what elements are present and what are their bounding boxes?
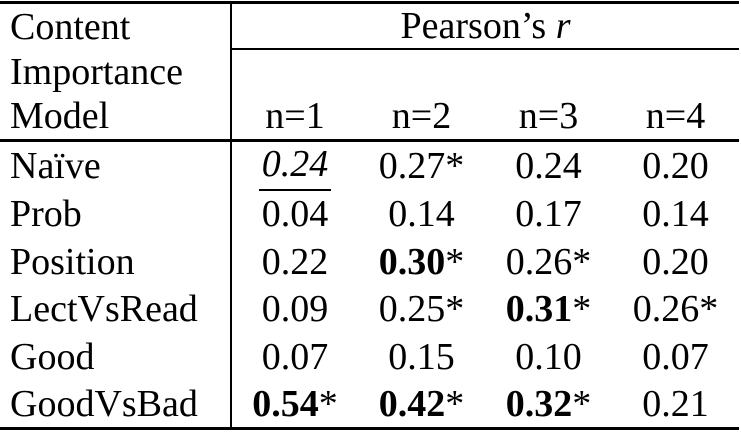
value-cell: 0.26*: [612, 286, 739, 334]
significance-star: *: [572, 382, 592, 425]
cell-value: 0.22: [261, 240, 329, 283]
cell-value: 0.04: [261, 193, 329, 236]
value-cell: 0.22: [231, 238, 358, 286]
column-header-n4: n=4: [612, 94, 740, 142]
value-cell: 0.10: [485, 333, 612, 381]
column-header-n3: n=3: [485, 94, 612, 142]
significance-star: *: [572, 288, 592, 331]
group-header-text: Pearson’s: [400, 5, 547, 47]
row-label-prob: Prob: [0, 190, 232, 238]
cell-value: 0.14: [388, 193, 455, 236]
cell-value: 0.32: [505, 382, 573, 425]
value-cell: 0.14: [612, 191, 739, 239]
cell-value: 0.15: [388, 335, 455, 378]
table-row: Naïve 0.24 0.27* 0.24 0.20: [0, 140, 739, 191]
value-cell: 0.09: [231, 286, 358, 334]
table-row: GoodVsBad 0.54* 0.42* 0.32* 0.21: [0, 380, 739, 429]
cell-value: 0.14: [642, 193, 709, 236]
value-cell: 0.20: [612, 238, 739, 286]
row-label-good: Good: [0, 333, 232, 381]
significance-star: *: [445, 240, 465, 283]
value-cell: 0.25*: [358, 286, 485, 334]
cell-value: 0.31: [505, 288, 573, 331]
cell-value: 0.07: [642, 335, 709, 378]
cell-value: 0.10: [515, 335, 582, 378]
value-cell: 0.07: [231, 333, 358, 381]
significance-star: *: [318, 382, 338, 425]
significance-star: *: [699, 288, 719, 331]
cell-value: 0.54: [252, 382, 319, 425]
table-row: Prob 0.04 0.14 0.17 0.14: [0, 190, 739, 239]
group-header-spacer: [231, 49, 739, 94]
cell-value: 0.26: [505, 240, 573, 283]
value-cell: 0.27*: [358, 140, 485, 191]
cell-value: 0.25: [378, 288, 446, 331]
significance-star: *: [572, 240, 592, 283]
value-cell: 0.32*: [485, 381, 612, 429]
table-row: Position 0.22 0.30* 0.26* 0.20: [0, 238, 739, 286]
cell-value: 0.20: [642, 145, 709, 187]
significance-star: *: [445, 382, 465, 425]
value-cell: 0.54*: [231, 381, 358, 429]
cell-value: 0.42: [378, 382, 446, 425]
value-cell: 0.24: [485, 140, 612, 191]
value-cell: 0.42*: [358, 381, 485, 429]
table-row: Good 0.07 0.15 0.10 0.07: [0, 333, 739, 381]
header-col1-line-importance: Importance: [0, 49, 232, 94]
cell-value: 0.09: [261, 288, 329, 331]
header-col1-line-model: Model: [0, 94, 232, 142]
significance-star: *: [445, 288, 465, 331]
row-label-goodvsbad: GoodVsBad: [0, 380, 232, 428]
cell-value: 0.17: [515, 193, 582, 236]
column-header-n1: n=1: [231, 94, 358, 142]
value-cell: 0.07: [612, 333, 739, 381]
value-cell: 0.15: [358, 333, 485, 381]
table-row: LectVsRead 0.09 0.25* 0.31* 0.26*: [0, 285, 739, 334]
cell-value: 0.24: [515, 145, 582, 187]
value-cell: 0.26*: [485, 238, 612, 286]
value-cell: 0.30*: [358, 238, 485, 286]
cell-value: 0.20: [642, 240, 709, 283]
significance-star: *: [445, 145, 465, 187]
row-label-naive: Naïve: [0, 140, 232, 191]
row-label-lectvsread: LectVsRead: [0, 285, 232, 333]
value-cell: 0.20: [612, 140, 739, 191]
cell-value: 0.24: [258, 142, 332, 191]
value-cell: 0.21: [612, 381, 739, 429]
column-header-n2: n=2: [358, 94, 485, 142]
pearson-r-symbol: r: [555, 5, 571, 47]
cell-value: 0.30: [378, 240, 446, 283]
cell-value: 0.21: [642, 382, 709, 425]
row-label-position: Position: [0, 238, 232, 286]
value-cell: 0.14: [358, 191, 485, 239]
header-col1-line-content: Content: [0, 2, 232, 49]
cell-value: 0.27: [378, 145, 446, 187]
group-header-pearsons-r: Pearson’s r: [231, 2, 740, 50]
value-cell: 0.17: [485, 191, 612, 239]
cell-value: 0.07: [261, 335, 329, 378]
cell-value: 0.26: [632, 288, 700, 331]
value-cell: 0.24: [231, 140, 358, 191]
value-cell: 0.31*: [485, 286, 612, 334]
value-cell: 0.04: [231, 191, 358, 239]
